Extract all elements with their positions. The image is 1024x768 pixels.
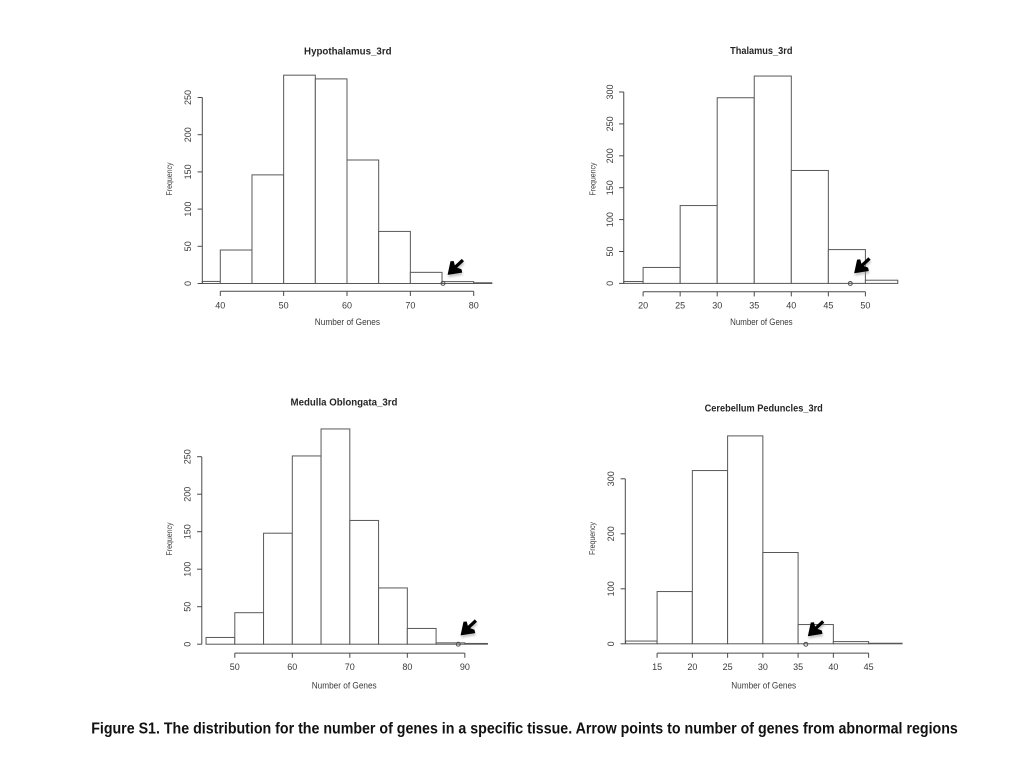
svg-text:50: 50 <box>230 662 240 672</box>
svg-text:Number of Genes: Number of Genes <box>730 317 793 327</box>
svg-text:50: 50 <box>860 301 870 311</box>
svg-text:90: 90 <box>460 662 470 672</box>
svg-text:200: 200 <box>605 148 615 163</box>
svg-text:0: 0 <box>605 281 615 286</box>
svg-text:40: 40 <box>786 301 796 311</box>
svg-text:0: 0 <box>183 642 193 647</box>
svg-text:Figure S1. The distribution fo: Figure S1. The distribution for the numb… <box>91 721 958 738</box>
svg-text:150: 150 <box>183 524 193 539</box>
svg-text:100: 100 <box>183 562 193 577</box>
svg-text:40: 40 <box>215 300 225 310</box>
svg-text:Frequency: Frequency <box>165 523 174 556</box>
svg-text:300: 300 <box>605 84 615 99</box>
svg-text:Number of Genes: Number of Genes <box>315 317 381 327</box>
svg-text:15: 15 <box>652 662 662 672</box>
svg-text:Frequency: Frequency <box>588 163 597 196</box>
svg-text:Hypothalamus_3rd: Hypothalamus_3rd <box>304 47 392 58</box>
svg-text:35: 35 <box>749 301 759 311</box>
svg-text:200: 200 <box>183 127 193 142</box>
svg-text:60: 60 <box>287 662 297 672</box>
svg-text:150: 150 <box>605 180 615 195</box>
svg-text:0: 0 <box>606 641 616 646</box>
svg-text:70: 70 <box>345 662 355 672</box>
svg-text:30: 30 <box>712 301 722 311</box>
svg-text:80: 80 <box>469 300 479 310</box>
svg-text:50: 50 <box>183 602 193 612</box>
svg-text:Cerebellum Peduncles_3rd: Cerebellum Peduncles_3rd <box>705 403 823 414</box>
svg-text:Medulla Oblongata_3rd: Medulla Oblongata_3rd <box>291 397 398 408</box>
svg-text:50: 50 <box>605 246 615 256</box>
svg-text:50: 50 <box>183 241 193 251</box>
svg-text:100: 100 <box>605 212 615 227</box>
svg-text:Thalamus_3rd: Thalamus_3rd <box>730 46 792 57</box>
svg-text:Number of Genes: Number of Genes <box>312 681 377 691</box>
svg-text:Frequency: Frequency <box>165 163 174 196</box>
svg-text:45: 45 <box>823 301 833 311</box>
svg-text:35: 35 <box>793 662 803 672</box>
svg-text:25: 25 <box>723 662 733 672</box>
svg-text:150: 150 <box>183 164 193 179</box>
svg-text:100: 100 <box>606 581 616 596</box>
svg-text:200: 200 <box>606 526 616 541</box>
svg-text:70: 70 <box>405 300 415 310</box>
svg-text:250: 250 <box>183 449 193 464</box>
svg-text:50: 50 <box>279 300 289 310</box>
svg-text:80: 80 <box>402 662 412 672</box>
svg-text:Number of Genes: Number of Genes <box>731 681 796 691</box>
svg-text:30: 30 <box>758 662 768 672</box>
svg-text:100: 100 <box>183 202 193 217</box>
svg-text:250: 250 <box>183 90 193 105</box>
svg-text:25: 25 <box>675 301 685 311</box>
svg-text:20: 20 <box>687 662 697 672</box>
svg-text:200: 200 <box>183 487 193 502</box>
svg-text:60: 60 <box>342 300 352 310</box>
svg-text:20: 20 <box>638 301 648 311</box>
svg-text:300: 300 <box>606 471 616 486</box>
svg-text:45: 45 <box>864 662 874 672</box>
svg-text:Frequency: Frequency <box>588 522 597 555</box>
svg-text:250: 250 <box>605 116 615 131</box>
svg-text:0: 0 <box>183 281 193 286</box>
svg-text:40: 40 <box>828 662 838 672</box>
